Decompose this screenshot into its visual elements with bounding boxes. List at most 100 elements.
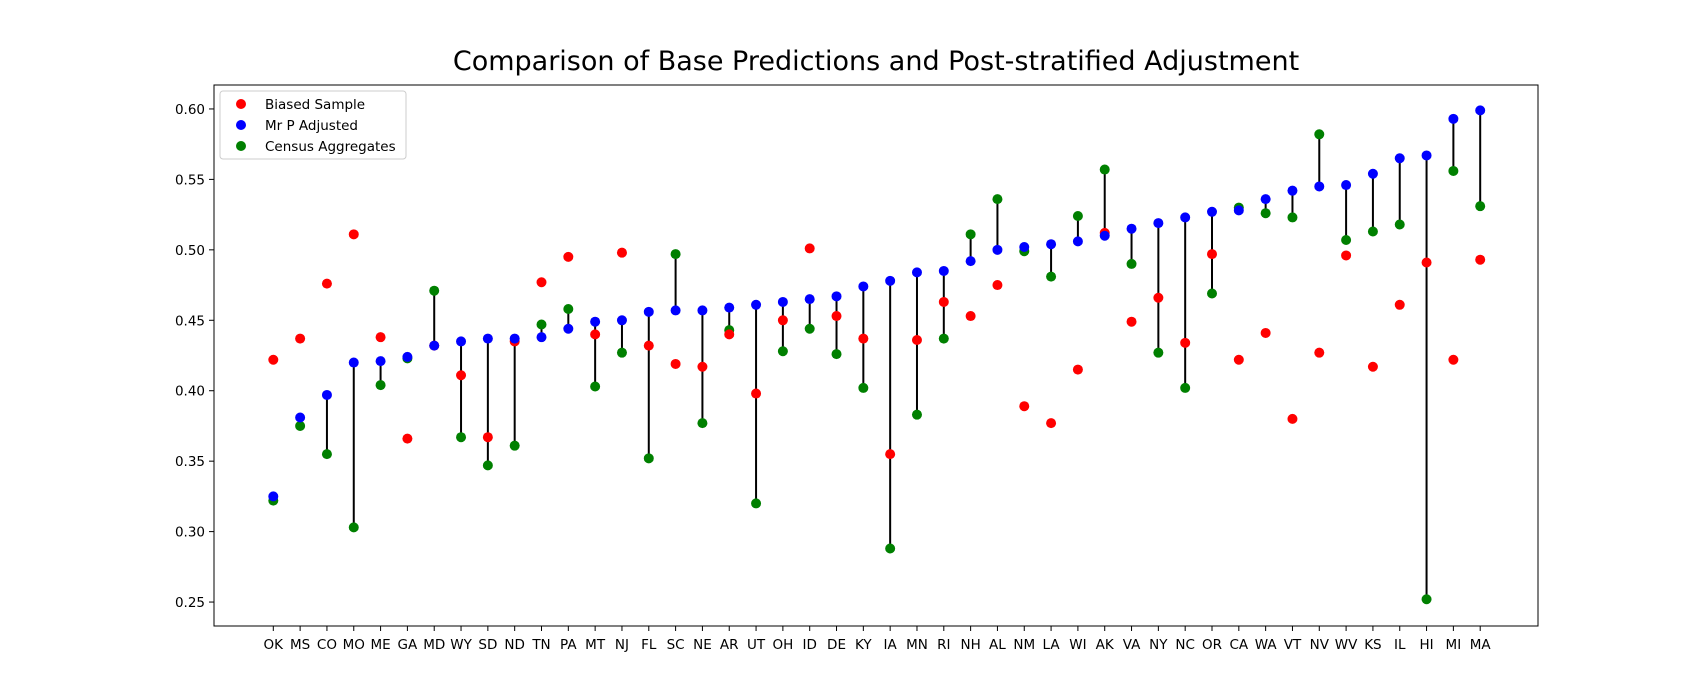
mrp-adjusted-point — [1207, 206, 1217, 217]
mrp-adjusted-point — [965, 256, 976, 267]
x-tick-label: ID — [803, 637, 817, 653]
x-tick-label: NE — [693, 637, 712, 653]
census-aggregate-point — [1475, 201, 1486, 212]
legend-marker — [236, 141, 246, 151]
census-aggregate-point — [1448, 165, 1459, 176]
biased-sample-point — [992, 280, 1003, 291]
census-aggregate-point — [1180, 382, 1191, 393]
x-tick-label: IL — [1394, 637, 1406, 653]
biased-sample-point — [1448, 354, 1459, 365]
legend-label: Census Aggregates — [265, 139, 396, 155]
census-aggregate-point — [536, 319, 547, 330]
census-aggregate-point — [590, 381, 601, 392]
census-aggregate-point — [482, 460, 493, 471]
y-tick-label: 0.30 — [175, 525, 205, 541]
mrp-adjusted-point — [858, 281, 869, 292]
x-tick-label: NH — [960, 637, 980, 653]
census-aggregate-point — [1126, 258, 1137, 269]
biased-sample-point — [751, 388, 762, 399]
biased-sample-point — [831, 311, 842, 322]
census-aggregate-point — [831, 349, 842, 360]
biased-sample-point — [1314, 347, 1325, 358]
biased-sample-point — [268, 354, 279, 365]
x-tick-label: OR — [1202, 637, 1222, 653]
plot-frame — [213, 84, 1539, 627]
mrp-adjusted-point — [1019, 242, 1030, 253]
census-aggregate-point — [375, 380, 386, 391]
biased-sample-point — [1421, 257, 1432, 268]
x-tick-label: VA — [1123, 637, 1141, 653]
biased-sample-point — [965, 311, 976, 322]
biased-sample-point — [1394, 299, 1405, 310]
biased-sample-point — [911, 335, 922, 346]
mrp-adjusted-point — [1099, 230, 1110, 241]
x-tick-label: VT — [1284, 637, 1302, 653]
y-tick-label: 0.60 — [175, 102, 205, 118]
census-aggregate-point — [1046, 271, 1057, 282]
mrp-adjusted-point — [348, 357, 359, 368]
mrp-adjusted-point — [804, 294, 815, 305]
biased-sample-point — [643, 340, 654, 351]
x-tick-label: HI — [1419, 637, 1433, 653]
census-aggregate-point — [1394, 219, 1405, 230]
mrp-adjusted-point — [697, 305, 708, 316]
census-aggregate-point — [1207, 288, 1217, 299]
x-tick-label: NV — [1310, 637, 1330, 653]
biased-sample-point — [295, 333, 306, 344]
x-tick-label: NJ — [615, 637, 629, 653]
census-aggregate-point — [965, 229, 976, 240]
mrp-adjusted-point — [375, 356, 386, 367]
legend-marker — [236, 120, 246, 130]
mrp-adjusted-point — [1421, 150, 1432, 161]
y-tick-label: 0.40 — [175, 384, 205, 400]
mrp-adjusted-point — [1394, 153, 1405, 164]
biased-sample-point — [536, 277, 547, 288]
x-tick-label: MD — [423, 637, 445, 653]
census-aggregate-point — [643, 453, 654, 464]
mrp-adjusted-point — [1260, 194, 1271, 205]
biased-sample-point — [590, 329, 601, 340]
x-tick-label: AR — [720, 637, 739, 653]
biased-sample-point — [1019, 401, 1030, 412]
census-aggregate-point — [992, 194, 1003, 205]
x-tick-label: DE — [827, 637, 846, 653]
biased-sample-point — [482, 432, 493, 443]
mrp-adjusted-point — [911, 267, 922, 278]
legend: Biased Sample Mr P Adjusted Census Aggrega… — [219, 90, 407, 160]
biased-sample-point — [348, 229, 359, 240]
biased-sample-point — [1207, 249, 1217, 260]
x-tick-label: NY — [1149, 637, 1168, 653]
mrp-adjusted-point — [536, 332, 547, 343]
census-aggregate-point — [1072, 211, 1083, 222]
mrp-adjusted-point — [509, 333, 520, 344]
y-tick-label: 0.50 — [175, 243, 205, 259]
x-tick-label: GA — [398, 637, 418, 653]
legend-label: Mr P Adjusted — [265, 118, 358, 134]
mrp-adjusted-point — [938, 265, 949, 276]
mrp-adjusted-point — [456, 336, 467, 347]
x-tick-label: AK — [1096, 637, 1115, 653]
mrp-adjusted-point — [1180, 212, 1191, 223]
mrp-adjusted-point — [1448, 113, 1459, 124]
census-aggregate-point — [751, 498, 762, 509]
legend-box — [219, 90, 407, 160]
biased-sample-point — [697, 361, 708, 372]
census-aggregate-point — [429, 285, 440, 296]
biased-sample-point — [1367, 361, 1378, 372]
x-tick-label: SD — [478, 637, 497, 653]
biased-sample-point — [885, 449, 896, 460]
mrp-adjusted-point — [482, 333, 493, 344]
census-aggregate-point — [1314, 129, 1325, 140]
mrp-adjusted-point — [590, 316, 601, 327]
x-tick-label: CA — [1229, 637, 1248, 653]
mrp-adjusted-point — [992, 244, 1003, 255]
census-aggregate-point — [456, 432, 467, 443]
mrp-adjusted-point — [751, 299, 762, 310]
x-tick-label: RI — [937, 637, 950, 653]
census-aggregate-point — [1153, 347, 1164, 358]
mrp-adjusted-point — [885, 275, 896, 286]
y-axis: 0.25 0.30 0.35 0.40 0.45 0.50 0.55 0.60 — [175, 102, 214, 611]
y-tick-label: 0.35 — [175, 454, 205, 470]
x-tick-label: KY — [855, 637, 872, 653]
